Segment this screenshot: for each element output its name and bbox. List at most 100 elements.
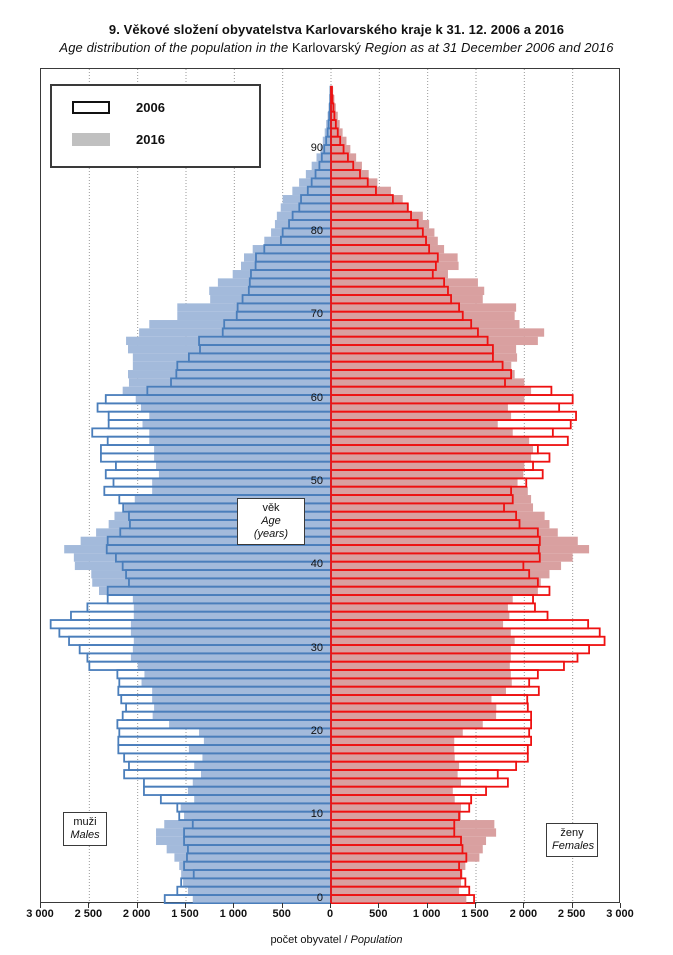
bar-female-2016 [331,853,480,862]
bar-female-2016 [331,586,538,596]
age-tick-label: 50 [310,474,323,487]
bar-female-2016 [331,836,487,846]
pyramid-svg [49,69,606,904]
bar-female-2016 [331,678,512,687]
bar-male-2016 [126,336,331,346]
bar-male-2016 [130,628,331,637]
bar-male-2016 [152,686,331,696]
bar-male-2016 [241,261,331,271]
bar-female-2016 [331,411,512,421]
bar-male-2016 [130,620,331,629]
bar-female-2016 [331,503,534,512]
bar-female-2016 [331,736,455,746]
bar-female-2016 [331,720,483,729]
bar-female-2016 [331,603,508,612]
x-tick-label: 500 [272,908,291,920]
x-axis-title: počet obyvatel / Population [0,934,673,946]
bar-female-2016 [331,311,515,321]
bar-female-2016 [331,245,445,254]
bar-male-2016 [74,561,332,571]
x-tick-mark [136,903,138,908]
bar-female-2016 [331,711,497,721]
bar-male-2016 [194,761,331,771]
bar-female-2016 [331,895,467,904]
bar-female-2016 [331,445,534,454]
bar-male-2016 [179,861,331,871]
bar-female-2016 [331,328,545,337]
bar-male-2016 [149,436,331,446]
bar-female-2016 [331,661,510,671]
bar-male-2016 [184,811,331,821]
bar-female-2016 [331,361,512,371]
age-tick-label: 30 [310,641,323,654]
bar-male-2016 [64,545,331,554]
bar-female-2016 [331,461,525,471]
bar-female-2016 [331,670,511,679]
bar-female-2016 [331,878,462,887]
x-tick-mark [523,903,525,908]
bar-male-2016 [133,603,331,612]
bar-male-2016 [128,378,331,387]
bar-male-2016 [192,895,331,904]
bar-male-2016 [166,845,331,854]
bar-male-2016 [137,661,331,671]
subtitle-pre: Age distribution of the population in th… [59,40,293,55]
x-tick-mark [571,903,573,908]
bar-female-2016 [331,686,506,696]
bar-female-2016 [331,386,532,396]
age-tick-label: 90 [310,141,323,154]
bar-male-2016 [142,420,331,429]
x-tick-mark [233,903,235,908]
bar-female-2016 [331,703,497,712]
bar-male-2016 [282,195,331,204]
bar-female-2016 [331,820,495,829]
bar-male-2016 [311,161,331,171]
x-tick-label: 3 000 [26,908,54,920]
x-tick-mark [185,903,186,908]
age-tick-label: 20 [310,724,323,737]
bar-male-2016 [154,445,331,454]
bar-male-2016 [276,211,331,221]
bar-female-2016 [331,303,517,312]
females-label-english: Females [552,840,595,852]
bar-male-2016 [187,786,331,796]
bar-female-2016 [331,745,455,754]
age-tick-label: 80 [310,224,323,237]
bar-male-2016 [169,720,331,729]
bar-male-2016 [133,636,331,646]
bar-female-2016 [331,795,455,804]
bar-female-2016 [331,886,460,896]
bar-female-2016 [331,195,403,204]
bar-female-2016 [331,436,530,446]
bar-male-2016 [274,220,331,229]
bar-male-2016 [244,253,331,262]
bar-female-2016 [331,728,463,737]
bar-male-2016 [128,345,331,354]
bar-female-2016 [331,228,435,237]
bar-male-2016 [200,770,331,779]
legend-item-2006: 2006 [72,99,165,115]
bar-female-2016 [331,295,483,304]
bar-male-2016 [132,353,331,362]
bar-male-2016 [149,320,331,329]
subtitle-region-name: Karlovarský [292,40,362,55]
bar-female-2006 [330,94,334,105]
bar-female-2016 [331,253,458,262]
x-tick-label: 1 500 [171,908,199,920]
bar-male-2016 [177,311,331,321]
males-annotation-box: muži Males [63,812,107,846]
x-tick-label: 500 [369,908,388,920]
bar-male-2016 [96,528,331,537]
x-tick-mark [281,903,283,908]
bar-male-2016 [73,553,331,562]
bar-female-2016 [331,270,448,279]
x-axis-title-czech: počet obyvatel / [270,934,351,946]
bar-male-2016 [183,878,331,887]
age-axis-annotation-box: věk Age (years) [237,498,305,545]
bar-male-2016 [152,486,331,496]
bar-female-2016 [331,528,558,537]
bar-female-2016 [331,428,513,437]
x-tick-label: 2 000 [509,908,538,920]
bar-male-2016 [154,453,331,462]
